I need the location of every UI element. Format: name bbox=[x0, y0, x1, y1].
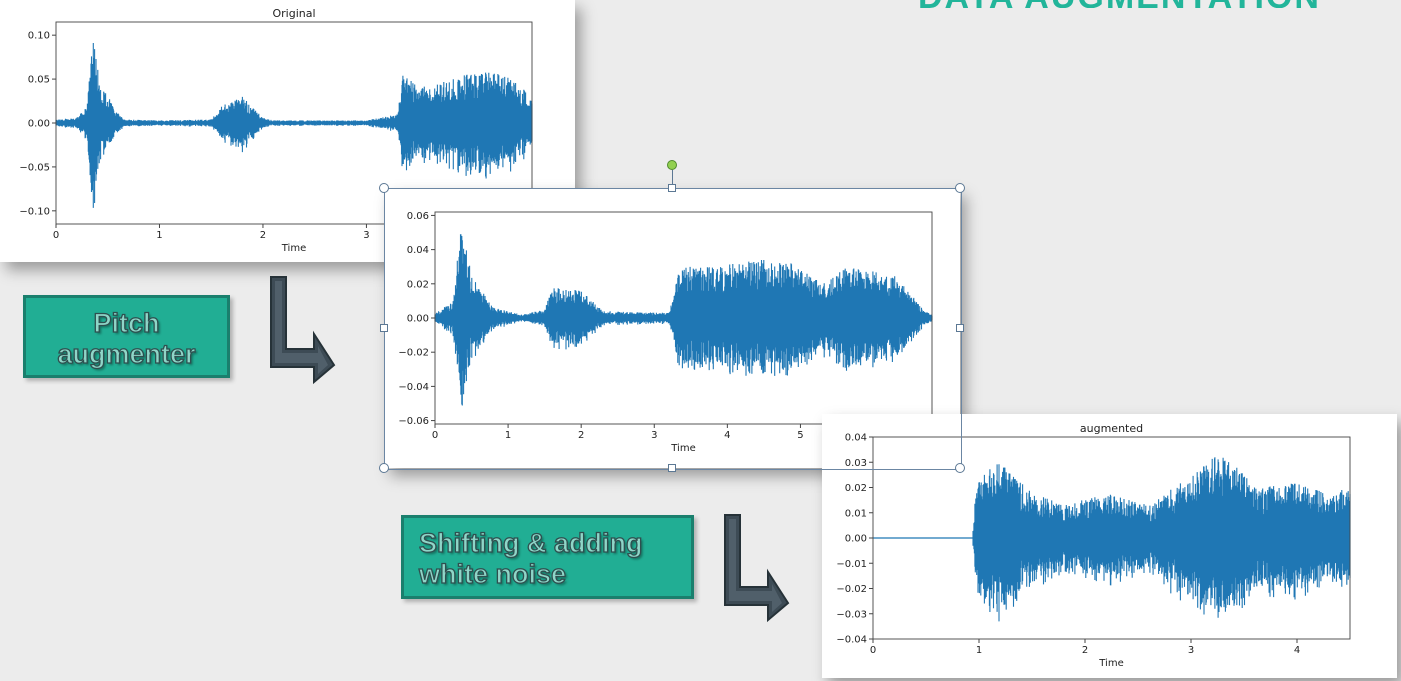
resize-handle-right[interactable] bbox=[956, 324, 964, 332]
x-tick-label: 0 bbox=[870, 645, 876, 656]
y-tick-label: −0.05 bbox=[19, 162, 50, 173]
y-tick-label: 0.00 bbox=[407, 314, 429, 325]
chart-title: Original bbox=[272, 7, 315, 20]
x-axis-label: Time bbox=[281, 243, 306, 254]
y-tick-label: −0.04 bbox=[836, 635, 867, 646]
x-tick-label: 1 bbox=[505, 430, 511, 441]
waveform-series bbox=[972, 457, 1351, 622]
y-tick-label: 0.02 bbox=[845, 483, 867, 494]
waveform-series bbox=[55, 43, 533, 208]
augmented-waveform-plot: augmented 0 1 2 3 4 0.04 0.03 0.02 0.01 0.00 −0.01 −… bbox=[822, 414, 1397, 678]
y-tick-label: −0.04 bbox=[398, 382, 429, 393]
x-tick-label: 4 bbox=[1294, 645, 1300, 656]
x-tick-label: 2 bbox=[260, 230, 266, 241]
y-tick-label: −0.02 bbox=[836, 584, 867, 595]
x-tick-label: 2 bbox=[1082, 645, 1088, 656]
rotate-handle[interactable] bbox=[667, 160, 677, 170]
x-tick-label: 2 bbox=[578, 430, 584, 441]
y-tick-label: −0.10 bbox=[19, 206, 50, 217]
bent-arrow-2-icon bbox=[724, 514, 790, 623]
x-tick-label: 1 bbox=[156, 230, 162, 241]
resize-handle-bottom[interactable] bbox=[668, 464, 676, 472]
x-tick-label: 3 bbox=[1188, 645, 1194, 656]
pitch-label-line1: Pitch bbox=[93, 307, 160, 338]
slide-title: DATA AUGMENTATION bbox=[918, 0, 1338, 8]
x-axis-label: Time bbox=[1098, 658, 1123, 669]
shift-noise-label[interactable]: Shifting & adding white noise bbox=[401, 515, 694, 599]
shift-label-line1: Shifting & adding bbox=[418, 527, 643, 558]
pitch-label-line2: augmenter bbox=[57, 338, 196, 370]
resize-handle-top-right[interactable] bbox=[955, 183, 965, 193]
y-tick-label: 0.05 bbox=[28, 75, 50, 86]
y-tick-label: 0.02 bbox=[407, 279, 429, 290]
resize-handle-bottom-right[interactable] bbox=[955, 463, 965, 473]
pitch-augmenter-label[interactable]: Pitch augmenter bbox=[23, 295, 230, 378]
bent-arrow-1-icon bbox=[270, 276, 336, 385]
x-tick-label: 0 bbox=[53, 230, 59, 241]
y-tick-label: 0.04 bbox=[407, 245, 429, 256]
resize-handle-left[interactable] bbox=[380, 324, 388, 332]
x-axis-label: Time bbox=[670, 443, 695, 454]
chart-title: augmented bbox=[1080, 422, 1143, 435]
x-tick-label: 4 bbox=[724, 430, 730, 441]
y-tick-label: −0.02 bbox=[398, 348, 429, 359]
shift-label-line2: white noise bbox=[418, 558, 567, 590]
pitch-waveform-chart: 0 1 2 3 4 5 0.06 0.04 0.02 0.00 −0.02 −0.04 −0.06 Tim… bbox=[398, 211, 933, 454]
resize-handle-bottom-left[interactable] bbox=[379, 463, 389, 473]
y-tick-label: −0.01 bbox=[836, 559, 867, 570]
resize-handle-top[interactable] bbox=[668, 184, 676, 192]
x-tick-label: 3 bbox=[651, 430, 657, 441]
y-tick-label: 0.00 bbox=[845, 534, 867, 545]
y-tick-label: −0.06 bbox=[398, 416, 429, 427]
y-tick-label: 0.00 bbox=[28, 119, 50, 130]
x-tick-label: 3 bbox=[363, 230, 369, 241]
resize-handle-top-left[interactable] bbox=[379, 183, 389, 193]
x-tick-label: 1 bbox=[976, 645, 982, 656]
rotation-connector bbox=[672, 170, 673, 188]
waveform-series bbox=[434, 234, 933, 406]
y-tick-label: 0.04 bbox=[845, 433, 867, 444]
y-tick-label: 0.06 bbox=[407, 211, 429, 222]
y-tick-label: 0.03 bbox=[845, 458, 867, 469]
y-tick-label: 0.01 bbox=[845, 508, 867, 519]
y-tick-label: −0.03 bbox=[836, 609, 867, 620]
x-tick-label: 0 bbox=[432, 430, 438, 441]
x-tick-label: 5 bbox=[797, 430, 803, 441]
y-tick-label: 0.10 bbox=[28, 31, 50, 42]
augmented-waveform-chart: augmented 0 1 2 3 4 0.04 0.03 0.02 0.01 0.00 −0.01 −… bbox=[836, 422, 1351, 669]
